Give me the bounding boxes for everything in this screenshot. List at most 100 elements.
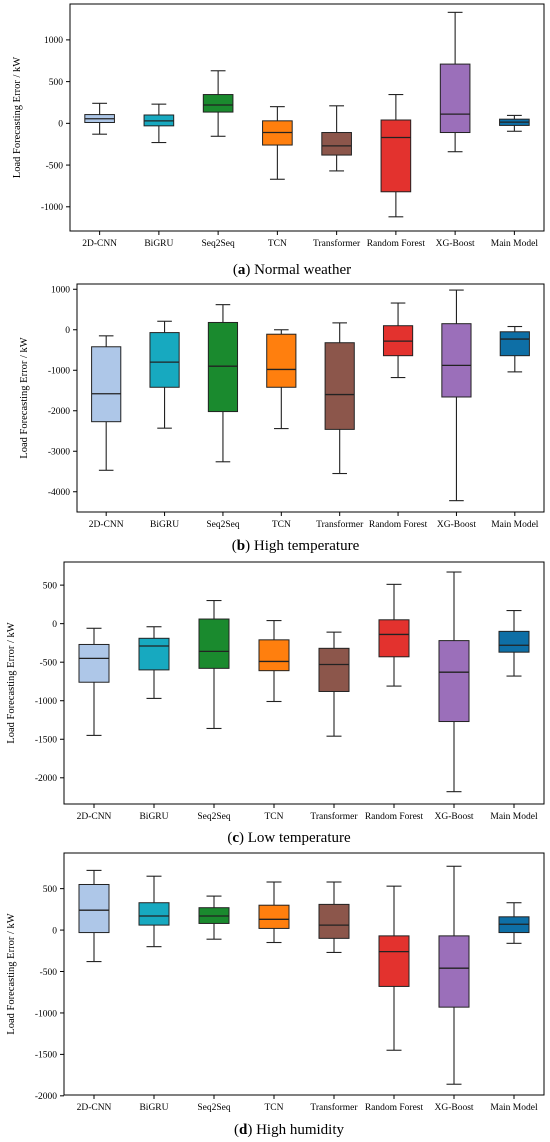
iqr-box: [266, 333, 297, 388]
x-tick-label: Random Forest: [365, 812, 424, 822]
box-6: [439, 11, 471, 153]
panel-caption: (c) Low temperature: [227, 830, 351, 846]
panel-caption: (d) High humidity: [234, 1122, 345, 1138]
box-1: [138, 875, 170, 948]
y-axis-label: Load Forecasting Error / kW: [12, 57, 23, 178]
y-tick-label: -2000: [35, 774, 57, 784]
y-tick-label: -4000: [48, 488, 70, 498]
y-tick-label: -1000: [41, 203, 63, 213]
box-5: [378, 583, 410, 687]
x-tick-label: Random Forest: [369, 520, 428, 530]
y-tick-label: -500: [40, 968, 58, 978]
x-tick-label: XG-Boost: [437, 520, 476, 530]
y-tick-label: 0: [58, 120, 63, 130]
box-0: [78, 627, 110, 736]
plot-frame: [63, 561, 545, 805]
box-0: [91, 335, 122, 471]
x-tick-label: TCN: [272, 520, 291, 530]
box-1: [149, 320, 180, 429]
box-2: [207, 304, 239, 463]
iqr-box: [207, 321, 239, 413]
panel-caption: (b) High temperature: [232, 538, 360, 554]
x-tick-label: XG-Boost: [434, 1103, 473, 1113]
caption-open-paren: (: [232, 538, 237, 554]
chart-panel-a: -1000 -500 0 500 1000 Load Forecasting Error …: [12, 3, 545, 278]
box-5: [382, 302, 414, 379]
y-tick-label: 0: [52, 926, 57, 936]
iqr-box: [258, 904, 290, 929]
y-tick-label: -500: [40, 658, 58, 668]
iqr-box: [498, 630, 530, 653]
iqr-box: [439, 63, 471, 134]
y-tick-label: -1000: [35, 1009, 57, 1019]
box-6: [441, 289, 472, 502]
chart-panel-c: -2000 -1500 -1000 -500 0 500 Load Forecasting …: [6, 561, 545, 846]
x-tick-label: 2D-CNN: [89, 520, 124, 530]
y-tick-label: 1000: [51, 286, 70, 296]
iqr-box: [258, 639, 290, 672]
iqr-box: [380, 119, 412, 193]
x-tick-label: XG-Boost: [436, 239, 475, 249]
x-tick-label: Seq2Seq: [202, 239, 236, 249]
x-tick-label: BiGRU: [144, 239, 173, 249]
box-2: [198, 599, 230, 730]
x-tick-label: Transformer: [310, 1102, 358, 1113]
box-2: [202, 70, 234, 137]
iqr-box: [198, 618, 230, 669]
x-tick-label: Seq2Seq: [197, 1103, 231, 1113]
box-4: [318, 631, 350, 737]
y-tick-label: 1000: [44, 36, 63, 46]
caption-letter: b: [237, 538, 245, 554]
box-6: [438, 865, 470, 1085]
iqr-box: [321, 132, 352, 156]
y-tick-label: 0: [52, 620, 57, 630]
box-5: [378, 885, 410, 1051]
box-7: [499, 325, 530, 373]
y-tick-label: 500: [49, 78, 64, 88]
x-tick-label: Main Model: [491, 520, 539, 530]
box-5: [380, 93, 412, 218]
x-tick-label: 2D-CNN: [77, 1103, 112, 1113]
caption-text: Low temperature: [248, 830, 351, 846]
chart-panel-b: -4000 -3000 -2000 -1000 0 1000 Load Forecastin…: [19, 283, 545, 554]
iqr-box: [378, 619, 410, 658]
caption-letter: d: [239, 1122, 248, 1138]
y-tick-label: -3000: [48, 448, 70, 458]
plot-frame: [63, 852, 545, 1096]
box-0: [84, 102, 115, 135]
x-tick-label: Transformer: [313, 238, 361, 249]
chart-panel-d: -2000 -1500 -1000 -500 0 500 Load Forecasting …: [6, 852, 545, 1138]
x-tick-label: Main Model: [491, 239, 539, 249]
panel-caption: (a) Normal weather: [233, 262, 351, 278]
y-tick-label: -1500: [35, 1051, 57, 1061]
plot-frame: [76, 283, 545, 513]
x-tick-label: Random Forest: [365, 1103, 424, 1113]
box-6: [438, 571, 470, 793]
y-tick-label: -2000: [35, 1092, 57, 1102]
box-7: [498, 610, 530, 677]
box-4: [318, 881, 350, 954]
box-7: [498, 902, 530, 944]
x-tick-label: 2D-CNN: [77, 812, 112, 822]
y-axis-label: Load Forecasting Error / kW: [6, 913, 17, 1034]
y-tick-label: -2000: [48, 407, 70, 417]
caption-close-paren: ): [247, 1122, 256, 1138]
y-tick-label: 500: [43, 885, 58, 895]
caption-letter: a: [238, 262, 246, 278]
caption-text: High humidity: [256, 1122, 344, 1138]
y-tick-label: 0: [65, 326, 70, 336]
caption-open-paren: (: [233, 262, 238, 278]
plot-frame: [69, 3, 545, 232]
caption-open-paren: (: [227, 830, 232, 846]
iqr-box: [378, 935, 410, 987]
caption-letter: c: [232, 830, 239, 846]
y-tick-label: -1000: [35, 697, 57, 707]
caption-close-paren: ): [245, 262, 254, 278]
x-tick-label: 2D-CNN: [82, 239, 117, 249]
y-axis-label: Load Forecasting Error / kW: [19, 337, 30, 458]
iqr-box: [438, 935, 470, 1008]
box-4: [324, 322, 355, 475]
x-tick-label: TCN: [265, 812, 284, 822]
caption-close-paren: ): [239, 830, 248, 846]
